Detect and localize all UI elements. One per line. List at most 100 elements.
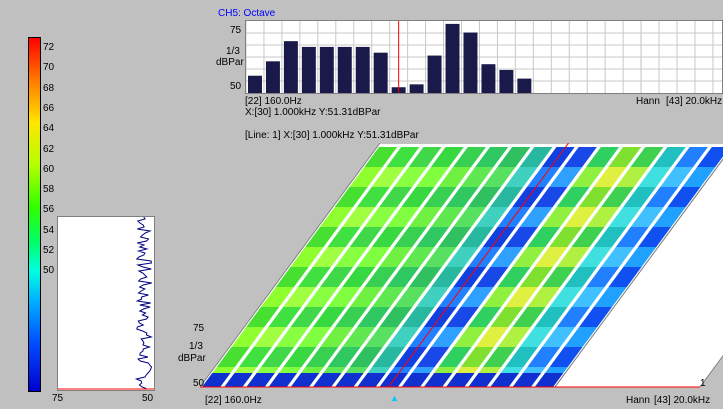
waterfall-cell [674,147,708,167]
waterfall-cell [571,287,605,307]
waterfall-cell [586,267,620,287]
waterfall-cell [312,247,346,267]
waterfall-cell [438,347,472,367]
waterfall-cell [564,147,597,167]
octave-x-end: [43] 20.0kHz [666,96,723,107]
waterfall-cell [453,327,487,347]
octave-bar [283,41,298,93]
waterfall-cell [638,227,671,247]
waterfall-cell [408,207,442,227]
waterfall-cell [460,347,494,367]
waterfall-cell [261,347,295,367]
waterfall-y-unit-b: dBPar [178,353,206,364]
waterfall-cell [549,287,583,307]
waterfall-cell [335,307,368,327]
color-scale-bar [28,37,41,392]
waterfall-cell [542,267,575,287]
waterfall-cell [534,307,568,327]
octave-bar [265,61,280,93]
waterfall-cell [475,327,509,347]
waterfall-cell [460,227,494,247]
octave-bar [373,52,388,93]
waterfall-cell [261,287,294,307]
waterfall-cell [372,347,405,367]
waterfall-cell [527,227,561,247]
waterfall-cell [556,187,590,207]
waterfall-cell [483,347,516,367]
waterfall-cell [394,287,428,307]
octave-cursor-readout: X:[30] 1.000kHz Y:51.31dBPar [245,107,381,118]
octave-bar [445,23,460,94]
waterfall-cell [579,307,612,327]
waterfall-cell [475,267,509,287]
waterfall-y-bottom: 50 [193,378,205,389]
octave-chart-svg [245,21,722,94]
octave-bar [337,46,352,93]
waterfall-cell [593,227,627,247]
waterfall-cell [608,207,642,227]
waterfall-cell [571,227,605,247]
waterfall-cell [423,187,457,207]
waterfall-cell [497,147,531,167]
waterfall-cell [660,167,694,187]
waterfall-cell [505,287,538,307]
octave-y-bottom: 50 [230,81,242,92]
waterfall-cell [408,267,442,287]
waterfall-cell [623,247,657,267]
waterfall-cell [334,247,368,267]
octave-bar [355,46,370,93]
waterfall-cell [431,207,464,227]
waterfall-cell [534,187,568,207]
waterfall-cell [482,287,516,307]
waterfall-cell [667,187,701,207]
waterfall-cell [327,227,361,247]
waterfall-cell [579,247,612,267]
octave-bar [427,55,442,93]
waterfall-plot[interactable] [199,142,723,391]
waterfall-cell [283,347,317,367]
color-scale-tick: 68 [43,82,55,94]
octave-bar [499,69,514,93]
waterfall-cell [645,187,679,207]
waterfall-cursor-line[interactable] [388,142,569,388]
time-history-trace [58,216,154,390]
waterfall-cell [505,227,538,247]
waterfall-cell [541,207,575,227]
waterfall-cell [519,147,553,167]
waterfall-cell [460,287,494,307]
waterfall-svg [199,142,723,388]
waterfall-cell [601,187,634,207]
waterfall-cell [475,147,509,167]
color-scale-tick: 52 [43,245,55,256]
color-scale-tick: 54 [43,224,55,236]
waterfall-cell [527,287,561,307]
waterfall-cell [490,247,524,267]
waterfall-cell [357,307,391,327]
cursor-marker-icon[interactable]: ▲ [390,393,399,403]
waterfall-cell [519,327,553,347]
waterfall-cell [401,187,435,207]
waterfall-window: Hann [626,395,650,406]
waterfall-cell [564,267,598,287]
octave-chart[interactable] [245,20,723,94]
waterfall-cell [615,227,649,247]
waterfall-cell [519,207,553,227]
waterfall-cell [431,327,465,347]
waterfall-cell [246,307,280,327]
waterfall-cell [416,347,450,367]
octave-y-unit-b: dBPar [216,57,244,68]
waterfall-cell [349,227,383,247]
waterfall-cell [638,167,671,187]
waterfall-cell [386,267,420,287]
octave-bar [248,75,262,93]
waterfall-cell [386,327,420,347]
waterfall-cell [652,147,686,167]
waterfall-cell [393,167,427,187]
color-scale-tick: 70 [43,62,55,74]
waterfall-cell [268,307,302,327]
waterfall-cell [327,287,361,307]
waterfall-cell [342,207,376,227]
waterfall-y-top: 75 [193,323,205,334]
waterfall-cell [431,267,464,287]
waterfall-cell [312,307,346,327]
